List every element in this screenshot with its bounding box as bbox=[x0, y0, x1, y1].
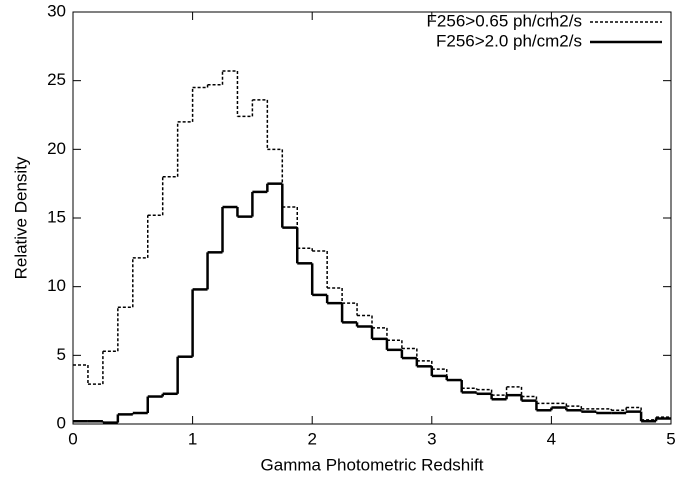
y-tick-label: 20 bbox=[47, 139, 66, 158]
legend-label: F256>2.0 ph/cm2/s bbox=[436, 31, 582, 50]
x-tick-label: 0 bbox=[68, 429, 77, 448]
y-tick-label: 30 bbox=[47, 1, 66, 20]
x-tick-label: 1 bbox=[188, 429, 197, 448]
x-tick-label: 5 bbox=[666, 429, 675, 448]
x-tick-label: 4 bbox=[547, 429, 556, 448]
x-axis-label: Gamma Photometric Redshift bbox=[261, 455, 484, 474]
x-tick-label: 3 bbox=[427, 429, 436, 448]
y-tick-label: 15 bbox=[47, 207, 66, 226]
plot-frame bbox=[72, 11, 672, 425]
y-tick-label: 10 bbox=[47, 276, 66, 295]
y-tick-label: 0 bbox=[57, 413, 66, 432]
y-axis-label: Relative Density bbox=[11, 156, 30, 279]
y-tick-label: 25 bbox=[47, 70, 66, 89]
y-tick-label: 5 bbox=[57, 345, 66, 364]
x-tick-label: 2 bbox=[307, 429, 316, 448]
legend-label: F256>0.65 ph/cm2/s bbox=[427, 11, 582, 30]
